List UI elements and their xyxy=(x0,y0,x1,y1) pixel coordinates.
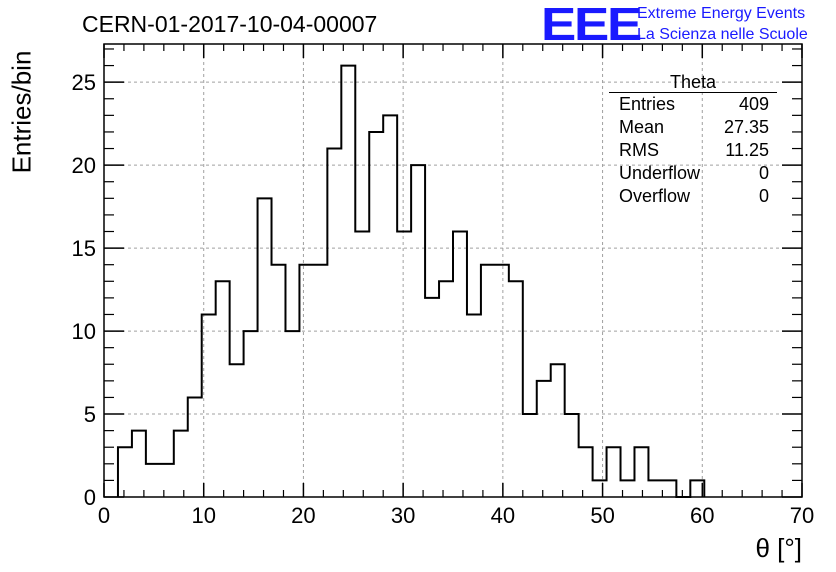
run-title: CERN-01-2017-10-04-00007 xyxy=(82,11,378,37)
stats-label: Overflow xyxy=(619,186,691,206)
x-tick-label: 60 xyxy=(690,503,714,528)
histogram-bin xyxy=(174,431,188,497)
stats-value: 11.25 xyxy=(725,140,769,160)
histogram-bin xyxy=(439,281,453,497)
stats-value: 0 xyxy=(758,186,769,206)
histogram-bin xyxy=(188,397,202,497)
histogram-bin xyxy=(341,66,355,497)
y-tick-label: 0 xyxy=(84,485,96,510)
histogram-bin xyxy=(579,447,593,497)
stats-row-underflow: Underflow 0 xyxy=(609,162,777,185)
histogram-bin xyxy=(258,198,272,497)
histogram-bin xyxy=(132,431,146,497)
stats-label: RMS xyxy=(619,140,659,160)
x-tick-label: 10 xyxy=(191,503,215,528)
stats-label: Underflow xyxy=(619,163,701,183)
histogram-bin xyxy=(634,447,648,497)
stats-row-entries: Entries 409 xyxy=(609,93,777,116)
stats-label: Mean xyxy=(619,117,665,137)
tick-labels: 0 10 20 30 40 50 60 70 0 5 10 15 20 25 xyxy=(72,70,815,528)
logo-line-1: Extreme Energy Events xyxy=(637,5,806,22)
histogram-bin xyxy=(453,232,467,497)
x-tick-label: 0 xyxy=(98,503,110,528)
histogram-bin xyxy=(593,480,607,497)
histogram-bin xyxy=(369,132,383,497)
y-tick-label: 20 xyxy=(72,153,96,178)
y-tick-label: 5 xyxy=(84,402,96,427)
x-tick-label: 40 xyxy=(491,503,515,528)
histogram-bin xyxy=(383,115,397,497)
histogram-bin xyxy=(355,232,369,497)
histogram-bin xyxy=(272,265,286,497)
histogram-bin xyxy=(160,464,174,497)
histogram-bin xyxy=(607,447,621,497)
stats-value: 0 xyxy=(758,163,769,183)
logo-line-2: La Scienza nelle Scuole xyxy=(637,26,808,43)
stats-row-mean: Mean 27.35 xyxy=(609,116,777,139)
histogram-bin xyxy=(481,265,495,497)
x-tick-label: 50 xyxy=(590,503,614,528)
y-tick-label: 15 xyxy=(72,236,96,261)
x-tick-label: 20 xyxy=(291,503,315,528)
histogram-bin xyxy=(467,314,481,497)
histogram-series xyxy=(116,64,706,498)
histogram-bin xyxy=(216,281,230,497)
plot-frame xyxy=(103,43,803,498)
x-tick-label: 70 xyxy=(790,503,814,528)
histogram-bin xyxy=(146,464,160,497)
histogram-bin xyxy=(230,364,244,497)
histogram-bin xyxy=(397,232,411,497)
stats-row-overflow: Overflow 0 xyxy=(609,185,777,208)
stats-value: 27.35 xyxy=(723,117,769,137)
histogram-bin xyxy=(509,281,523,497)
y-tick-label: 25 xyxy=(72,70,96,95)
eee-logo: EEE xyxy=(541,0,642,50)
histogram-bin xyxy=(648,480,662,497)
histogram-bin xyxy=(662,480,676,497)
histogram-bin xyxy=(495,265,509,497)
histogram-bin xyxy=(327,149,341,497)
histogram-bin xyxy=(118,447,132,497)
stats-row-rms: RMS 11.25 xyxy=(609,139,777,162)
stats-box: Theta Entries 409 Mean 27.35 RMS 11.25 U… xyxy=(609,72,777,208)
histogram-bin xyxy=(299,265,313,497)
stats-title: Theta xyxy=(609,72,777,93)
x-axis-label: θ [°] xyxy=(755,533,802,563)
y-tick-label: 10 xyxy=(72,319,96,344)
stats-label: Entries xyxy=(619,94,676,114)
histogram-bin xyxy=(537,381,551,497)
x-tick-label: 30 xyxy=(391,503,415,528)
histogram-bin xyxy=(313,265,327,497)
histogram-bin xyxy=(523,414,537,497)
y-axis-label: Entries/bin xyxy=(6,50,37,174)
histogram-bin xyxy=(551,364,565,497)
histogram-bin xyxy=(425,298,439,497)
histogram-bin xyxy=(565,414,579,497)
stats-value: 409 xyxy=(738,94,769,114)
